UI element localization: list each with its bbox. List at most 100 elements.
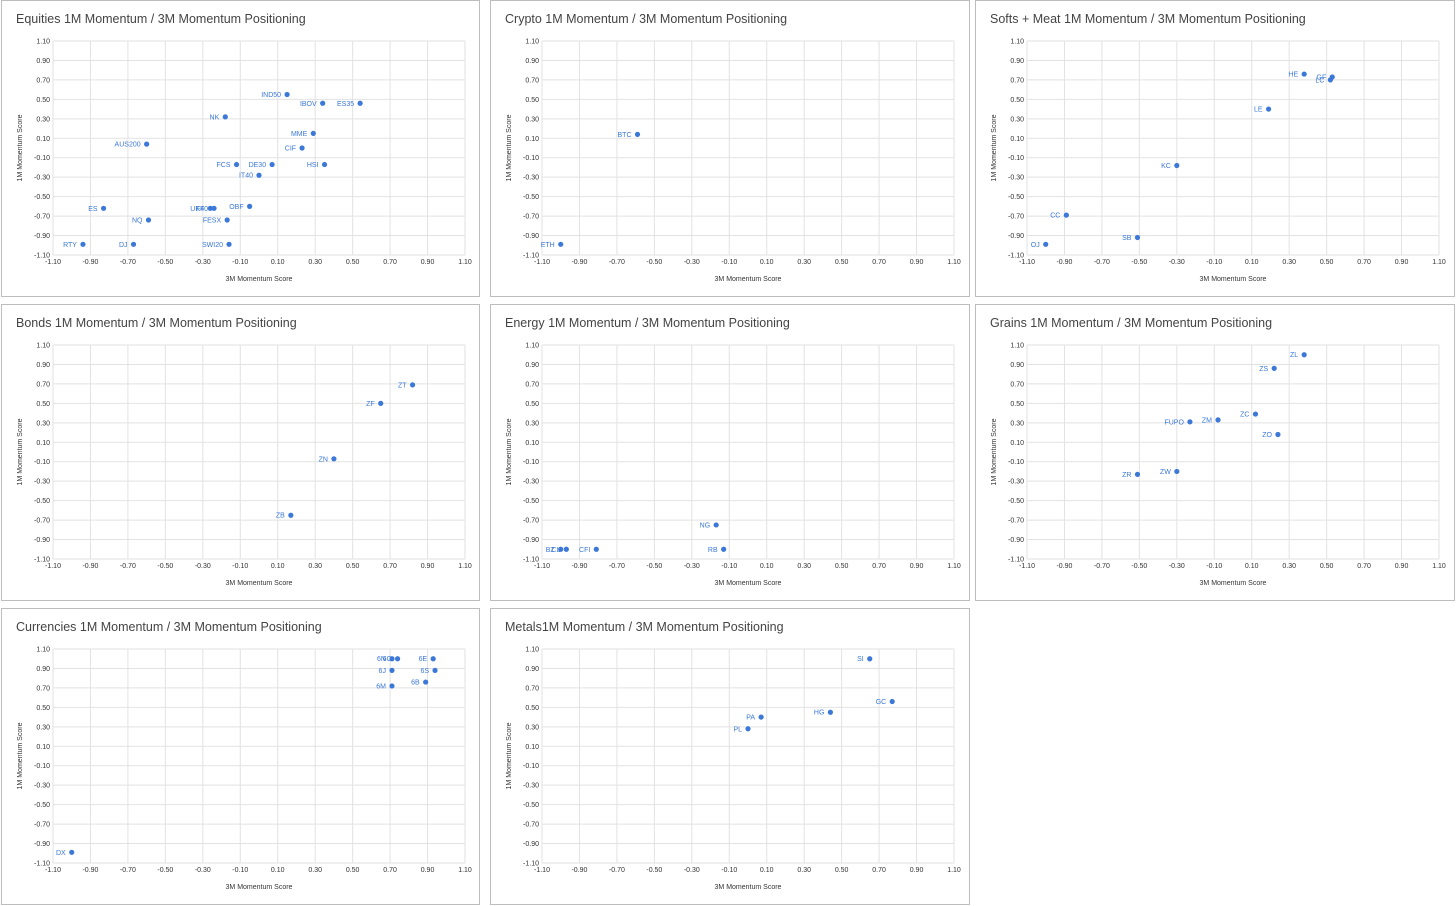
x-tick-label: 0.10 <box>1245 259 1259 266</box>
data-label-6c: 6C <box>383 656 392 663</box>
grid <box>541 648 955 864</box>
y-tick-label: 1.10 <box>36 647 50 654</box>
y-tick-label: 0.10 <box>525 136 539 143</box>
x-tick-label: 0.10 <box>760 259 774 266</box>
x-tick-label: -1.10 <box>45 867 61 874</box>
x-tick-label: 0.50 <box>346 259 360 266</box>
x-tick-label: 0.90 <box>1395 259 1409 266</box>
data-point-cif <box>299 145 305 151</box>
data-point-gc <box>889 698 895 705</box>
x-axis-title: 3M Momentum Score <box>715 276 782 283</box>
chart-title: Softs + Meat 1M Momentum / 3M Momentum P… <box>990 12 1306 26</box>
y-tick-label: -0.90 <box>34 233 50 240</box>
data-label-sb: SB <box>1122 235 1132 242</box>
x-tick-label: 0.70 <box>383 867 397 874</box>
x-tick-label: 0.10 <box>271 867 285 874</box>
chart-panel-currencies: Currencies 1M Momentum / 3M Momentum Pos… <box>1 608 480 905</box>
grid <box>52 648 466 864</box>
data-point-btc <box>634 131 641 137</box>
y-tick-label: -0.10 <box>523 155 539 162</box>
data-label-ukf: UKF <box>190 206 204 213</box>
data-point-nq <box>145 217 152 223</box>
data-point-obf <box>247 203 253 209</box>
y-tick-label: 0.10 <box>525 744 539 751</box>
data-point-6b <box>423 679 429 685</box>
x-tick-label: -0.30 <box>195 259 211 266</box>
x-tick-label: 0.50 <box>346 867 360 874</box>
y-tick-label: -0.70 <box>523 822 539 829</box>
x-tick-label: -0.90 <box>82 259 98 266</box>
grid <box>52 344 466 560</box>
data-label-oj: OJ <box>1031 242 1040 249</box>
data-points: SI GC HG PA PL <box>733 656 895 733</box>
y-tick-label: 0.50 <box>1010 401 1024 408</box>
data-point-6j <box>389 667 395 673</box>
y-tick-label: 0.70 <box>525 77 539 84</box>
y-tick-label: -0.10 <box>523 763 539 770</box>
data-point-rb <box>721 546 727 552</box>
y-tick-label: 0.10 <box>36 744 50 751</box>
x-tick-label: 0.50 <box>1320 259 1334 266</box>
data-label-bz: BZ <box>546 547 556 554</box>
grid <box>541 344 955 560</box>
tick-labels: -1.10 -0.90 -0.70 -0.50 -0.30 -0.10 0.10 0.30 0.… <box>1008 343 1446 571</box>
chart-panel-bonds: Bonds 1M Momentum / 3M Momentum Position… <box>1 304 480 601</box>
y-tick-label: -0.50 <box>523 802 539 809</box>
y-tick-label: 1.10 <box>525 39 539 46</box>
x-tick-label: 1.10 <box>947 563 961 570</box>
x-tick-label: -0.50 <box>1131 563 1147 570</box>
chart-panel-equities: Equities 1M Momentum / 3M Momentum Posit… <box>1 0 480 297</box>
y-tick-label: -1.10 <box>523 557 539 564</box>
y-tick-label: 0.30 <box>525 116 539 123</box>
x-axis-title: 3M Momentum Score <box>715 580 782 587</box>
data-label-nq: NQ <box>132 217 143 224</box>
data-point-hg <box>827 709 833 715</box>
x-tick-label: -0.30 <box>1169 563 1185 570</box>
data-point-f40 <box>211 205 217 211</box>
y-tick-label: -0.70 <box>34 214 50 221</box>
data-label-6b: 6B <box>411 680 420 687</box>
y-tick-label: 0.70 <box>36 685 50 692</box>
x-tick-label: -0.10 <box>1206 563 1222 570</box>
data-label-mme: MME <box>291 131 308 138</box>
y-tick-label: 1.10 <box>1010 343 1024 350</box>
tick-labels: -1.10 -0.90 -0.70 -0.50 -0.30 -0.10 0.10 0.30 0.… <box>523 39 961 267</box>
data-label-it40: IT40 <box>239 173 253 180</box>
y-axis-title: 1M Momentum Score <box>991 114 998 181</box>
grid <box>1026 40 1440 256</box>
data-label-zn: ZN <box>319 456 328 463</box>
data-points: ZL ZS ZC ZM FUPO ZO ZW ZR <box>1122 352 1307 479</box>
x-tick-label: 0.70 <box>383 563 397 570</box>
y-tick-label: -0.30 <box>34 783 50 790</box>
data-point-swi20 <box>226 241 232 247</box>
data-label-pa: PA <box>746 715 755 722</box>
x-tick-label: -1.10 <box>1019 563 1035 570</box>
x-tick-label: 0.50 <box>835 259 849 266</box>
data-points: BTC ETH <box>541 131 641 249</box>
y-tick-label: 0.30 <box>36 420 50 427</box>
y-tick-label: 0.90 <box>36 666 50 673</box>
data-point-zo <box>1275 431 1281 438</box>
data-label-nk: NK <box>210 114 220 121</box>
data-point-zb <box>288 512 294 518</box>
x-tick-label: 0.70 <box>872 563 886 570</box>
data-point-rty <box>80 241 86 247</box>
tick-labels: -1.10 -0.90 -0.70 -0.50 -0.30 -0.10 0.10 0.30 0.… <box>523 647 961 875</box>
data-point-dx <box>69 849 75 855</box>
chart-title: Crypto 1M Momentum / 3M Momentum Positio… <box>505 12 788 26</box>
data-label-zt: ZT <box>398 382 407 389</box>
y-tick-label: 0.50 <box>525 705 539 712</box>
y-tick-label: -0.10 <box>34 763 50 770</box>
x-tick-label: -0.90 <box>1056 563 1072 570</box>
x-tick-label: -0.70 <box>120 867 136 874</box>
data-point-dj <box>130 241 137 247</box>
y-tick-label: -0.50 <box>34 498 50 505</box>
x-tick-label: 1.10 <box>1432 259 1446 266</box>
x-tick-label: -0.10 <box>232 867 248 874</box>
data-label-de30: DE30 <box>249 162 267 169</box>
data-label-dx: DX <box>56 850 66 857</box>
x-tick-label: 1.10 <box>947 867 961 874</box>
x-tick-label: -1.10 <box>1019 259 1035 266</box>
data-label-swi20: SWI20 <box>202 242 223 249</box>
